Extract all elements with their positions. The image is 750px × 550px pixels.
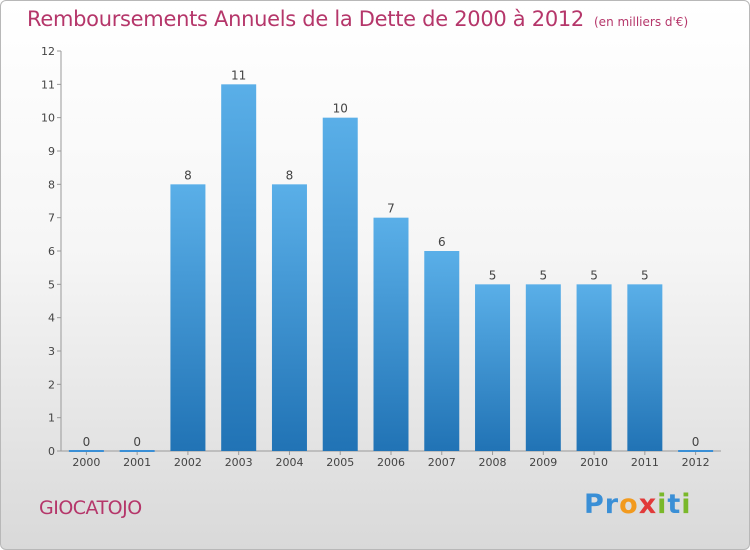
bar [271, 184, 307, 452]
bar [475, 284, 511, 451]
x-tick-label: 2011 [631, 456, 659, 469]
bar [322, 117, 358, 452]
bar [373, 217, 409, 451]
proxiti-logo[interactable]: Proxiti [584, 489, 692, 520]
logo-letter: r [604, 489, 620, 520]
x-tick-label: 2009 [529, 456, 557, 469]
data-label: 10 [333, 102, 348, 116]
x-tick-label: 2007 [428, 456, 456, 469]
logo-letter: x [638, 489, 658, 520]
data-label: 5 [539, 268, 547, 282]
y-tick-label: 0 [48, 445, 55, 458]
y-tick-label: 12 [41, 45, 55, 58]
y-tick-label: 9 [48, 145, 55, 158]
x-tick-label: 2010 [580, 456, 608, 469]
x-tick-label: 2002 [174, 456, 202, 469]
commune-name: GIOCATOJO [39, 497, 142, 519]
y-tick-label: 2 [48, 378, 55, 391]
bar [424, 251, 460, 451]
x-tick-label: 2003 [225, 456, 253, 469]
x-tick-label: 2000 [72, 456, 100, 469]
y-tick-label: 7 [48, 212, 55, 225]
bar [525, 284, 561, 451]
data-label: 7 [387, 202, 395, 216]
data-label: 0 [692, 435, 700, 449]
y-tick-label: 6 [48, 245, 55, 258]
x-tick-label: 2001 [123, 456, 151, 469]
bar [576, 284, 612, 451]
y-tick-label: 4 [48, 312, 55, 325]
x-tick-label: 2004 [275, 456, 303, 469]
y-tick-label: 8 [48, 178, 55, 191]
data-label: 5 [590, 268, 598, 282]
data-label: 8 [184, 168, 192, 182]
data-label: 8 [286, 168, 294, 182]
chart-bars: 0 0 8 11 8 10 7 6 5 5 5 5 0 [68, 68, 714, 452]
logo-letter: t [667, 489, 682, 520]
data-label: 5 [489, 268, 497, 282]
logo-letter: i [657, 489, 668, 520]
logo-letter: i [681, 489, 692, 520]
data-label: 6 [438, 235, 446, 249]
data-label: 0 [133, 435, 141, 449]
x-tick-label: 2005 [326, 456, 354, 469]
bar [170, 184, 206, 452]
y-tick-label: 5 [48, 278, 55, 291]
y-tick-label: 1 [48, 412, 55, 425]
data-label: 11 [231, 68, 246, 82]
y-tick-label: 11 [41, 78, 55, 91]
logo-letter: o [619, 489, 639, 520]
x-tick-label: 2012 [682, 456, 710, 469]
x-tick-label: 2006 [377, 456, 405, 469]
chart-title: Remboursements Annuels de la Dette de 20… [27, 7, 688, 31]
bar [221, 84, 257, 451]
logo-letter: P [584, 489, 605, 520]
x-tick-label: 2008 [479, 456, 507, 469]
bar [627, 284, 663, 451]
data-label: 0 [83, 435, 91, 449]
y-tick-label: 3 [48, 345, 55, 358]
chart-subtitle: (en milliers d'€) [594, 15, 689, 29]
data-label: 5 [641, 268, 649, 282]
chart-title-text: Remboursements Annuels de la Dette de 20… [27, 7, 584, 31]
y-tick-label: 10 [41, 112, 55, 125]
